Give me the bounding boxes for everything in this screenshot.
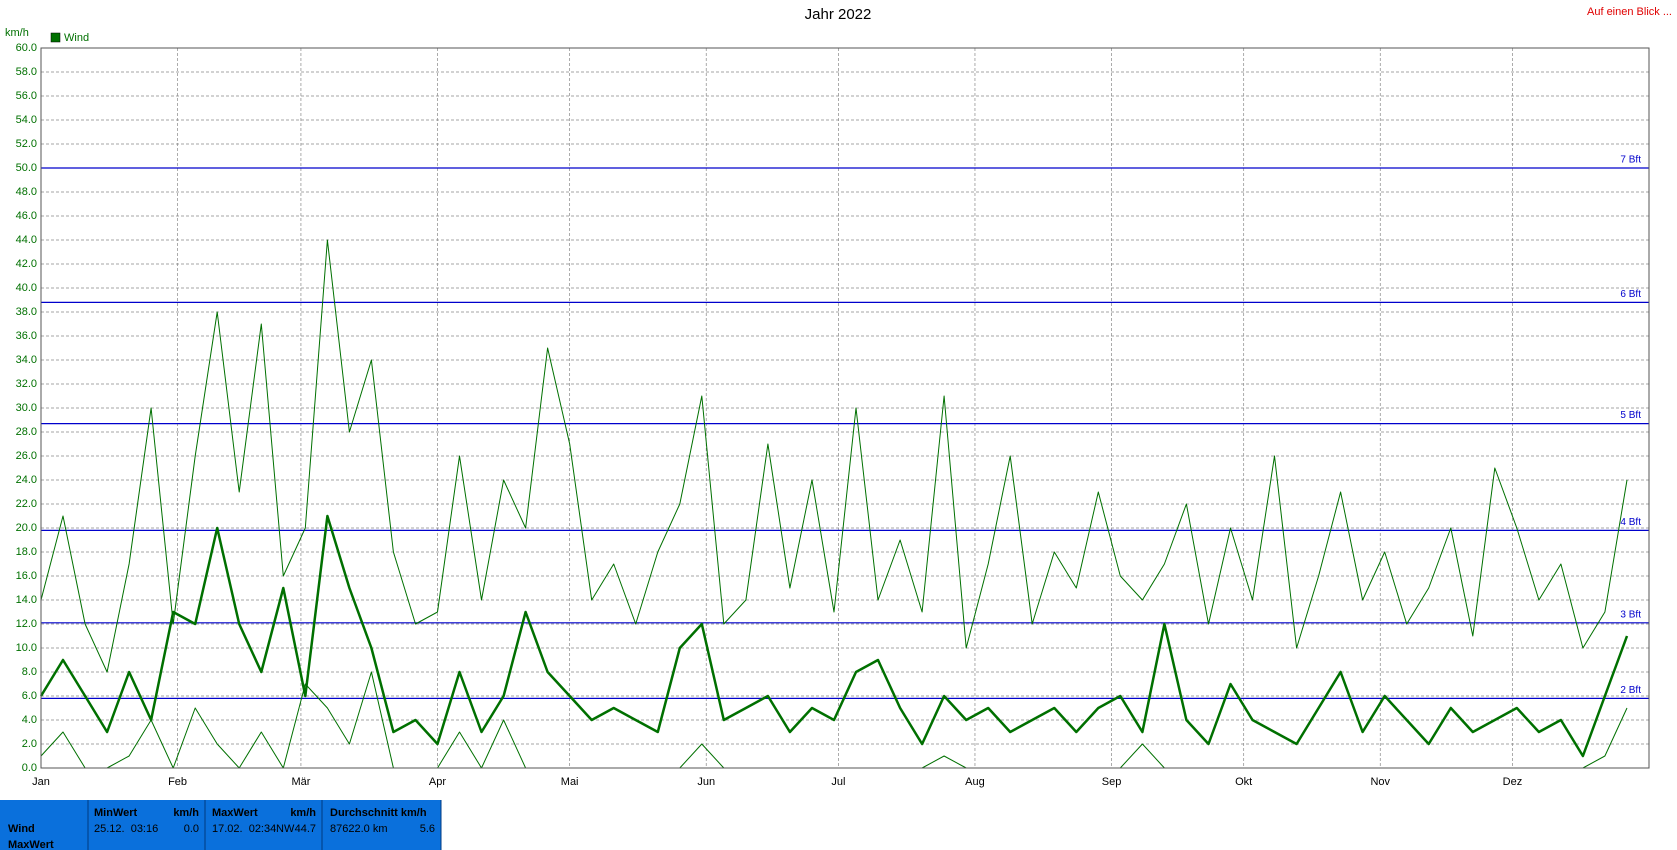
y-tick-label: 58.0 xyxy=(16,66,37,78)
y-tick-label: 38.0 xyxy=(16,306,37,318)
wind-line xyxy=(40,239,1628,673)
y-tick-label: 0.0 xyxy=(22,762,37,774)
x-tick-label: Jan xyxy=(32,776,50,788)
beaufort-label: 7 Bft xyxy=(1620,155,1641,166)
y-tick-label: 14.0 xyxy=(16,594,37,606)
y-tick-label: 46.0 xyxy=(16,210,37,222)
plot-frame xyxy=(40,47,1650,769)
y-tick-label: 28.0 xyxy=(16,426,37,438)
y-tick-label: 10.0 xyxy=(16,642,37,654)
y-tick-label: 54.0 xyxy=(16,114,37,126)
y-tick-label: 36.0 xyxy=(16,330,37,342)
beaufort-label: 6 Bft xyxy=(1620,289,1641,300)
col-unit: km/h xyxy=(290,807,316,819)
time: 25.12. 03:16 xyxy=(94,823,158,835)
y-unit: km/h xyxy=(5,27,29,39)
x-tick-label: Feb xyxy=(168,776,187,788)
x-tick-label: Aug xyxy=(965,776,985,788)
x-tick-label: Okt xyxy=(1235,776,1252,788)
y-tick-label: 12.0 xyxy=(16,618,37,630)
x-tick-label: Jun xyxy=(697,776,715,788)
x-tick-label: Sep xyxy=(1102,776,1122,788)
col-header: MinWert xyxy=(94,807,138,819)
row-label: MaxWert xyxy=(8,839,54,850)
y-tick-label: 18.0 xyxy=(16,546,37,558)
y-tick-label: 6.0 xyxy=(22,690,37,702)
y-tick-label: 44.0 xyxy=(16,234,37,246)
chart-title: Jahr 2022 xyxy=(805,6,872,23)
y-tick-label: 4.0 xyxy=(22,714,37,726)
legend-label: Wind xyxy=(64,32,89,44)
col-header: MaxWert xyxy=(212,807,258,819)
y-tick-label: 2.0 xyxy=(22,738,37,750)
row-label: Wind xyxy=(8,823,35,835)
col-header: Durchschnitt km/h xyxy=(330,807,427,819)
total: 87622.0 km xyxy=(330,823,387,835)
x-tick-label: Dez xyxy=(1503,776,1523,788)
overview-link[interactable]: Auf einen Blick ... xyxy=(1587,6,1672,18)
legend-swatch xyxy=(50,32,61,43)
y-tick-label: 24.0 xyxy=(16,474,37,486)
direction: NW xyxy=(276,823,295,835)
y-tick-label: 32.0 xyxy=(16,378,37,390)
y-tick-label: 60.0 xyxy=(16,42,37,54)
beaufort-label: 5 Bft xyxy=(1620,410,1641,421)
y-tick-label: 26.0 xyxy=(16,450,37,462)
time: 17.02. 02:34 xyxy=(212,823,276,835)
y-tick-label: 52.0 xyxy=(16,138,37,150)
y-tick-label: 30.0 xyxy=(16,402,37,414)
y-tick-label: 40.0 xyxy=(16,282,37,294)
y-tick-label: 56.0 xyxy=(16,90,37,102)
x-tick-label: Jul xyxy=(831,776,845,788)
value: 5.6 xyxy=(420,823,435,835)
stats-panel xyxy=(0,800,441,850)
col-unit: km/h xyxy=(173,807,199,819)
y-tick-label: 8.0 xyxy=(22,666,37,678)
x-tick-label: Nov xyxy=(1370,776,1390,788)
y-tick-label: 20.0 xyxy=(16,522,37,534)
y-tick-label: 34.0 xyxy=(16,354,37,366)
y-tick-label: 16.0 xyxy=(16,570,37,582)
y-tick-label: 50.0 xyxy=(16,162,37,174)
x-tick-label: Mai xyxy=(561,776,579,788)
beaufort-label: 2 Bft xyxy=(1620,685,1641,696)
wind-line xyxy=(39,514,1629,758)
beaufort-label: 4 Bft xyxy=(1620,517,1641,528)
value: 44.7 xyxy=(295,823,316,835)
value: 0.0 xyxy=(184,823,199,835)
x-tick-label: Mär xyxy=(291,776,310,788)
beaufort-label: 3 Bft xyxy=(1620,609,1641,620)
y-tick-label: 42.0 xyxy=(16,258,37,270)
y-tick-label: 48.0 xyxy=(16,186,37,198)
y-tick-label: 22.0 xyxy=(16,498,37,510)
x-tick-label: Apr xyxy=(429,776,446,788)
